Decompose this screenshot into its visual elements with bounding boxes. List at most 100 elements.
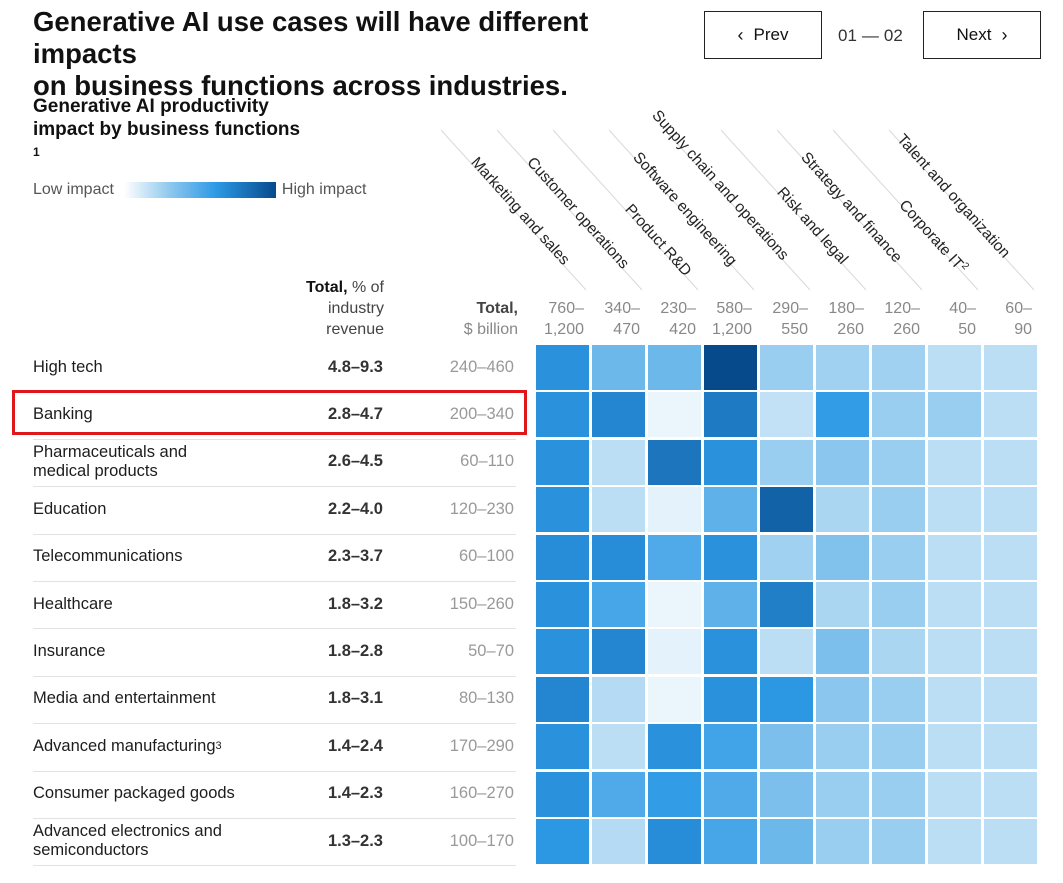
heatmap-cell [592, 676, 645, 722]
heatmap-cell [816, 724, 869, 770]
column-guide-line [552, 129, 699, 291]
heatmap-cell [928, 582, 981, 627]
heatmap-cell [704, 582, 757, 627]
prev-button[interactable]: ‹ Prev [704, 11, 822, 59]
row-total-pct: 1.3–2.3 [327, 831, 383, 850]
row-total-usd: 50–70 [468, 641, 514, 660]
heatmap-cell [536, 676, 589, 722]
header-total-usd: Total, $ billion [400, 298, 518, 340]
heatmap-cell [704, 819, 757, 864]
heatmap-cell [984, 345, 1037, 390]
row-label-text: Healthcare [33, 594, 113, 613]
heatmap-cell [648, 534, 701, 580]
column-range-bottom: 1,200 [711, 321, 752, 338]
heatmap-cell [592, 392, 645, 438]
row-label: Telecommunications [33, 534, 273, 580]
row-divider [33, 818, 516, 819]
column-guide-line [888, 129, 1035, 291]
row-label-text: Consumer packaged goods [33, 784, 235, 803]
row-label-text: Advanced manufacturing [33, 736, 216, 755]
heatmap-cell [760, 819, 813, 864]
column-range: 340– 470 [588, 298, 640, 340]
heatmap-cell [984, 439, 1037, 485]
heatmap-cell [984, 487, 1037, 533]
heatmap-cell [872, 676, 925, 722]
header-total-pct: Total, % of industry revenue [270, 277, 384, 340]
chart-subtitle-footnote: 1 [33, 145, 40, 159]
chevron-left-icon: ‹ [737, 25, 744, 45]
column-guide-line [832, 129, 979, 291]
heatmap-cell [704, 676, 757, 722]
heatmap-cell [816, 629, 869, 675]
heatmap-cell [648, 771, 701, 817]
heatmap-cell [648, 819, 701, 864]
heatmap-cell [760, 582, 813, 627]
heatmap-cell [536, 439, 589, 485]
heatmap-cell [592, 819, 645, 864]
next-button[interactable]: Next › [923, 11, 1041, 59]
heatmap-cell [648, 487, 701, 533]
heatmap-cell [984, 392, 1037, 438]
row-total-usd: 100–170 [449, 831, 514, 850]
column-range: 180– 260 [812, 298, 864, 340]
header-total-usd-bold: Total, [476, 300, 518, 317]
heatmap-cell [536, 724, 589, 770]
row-total-pct: 1.4–2.4 [327, 736, 383, 755]
column-guide-line [440, 129, 587, 291]
heatmap-cell [984, 724, 1037, 770]
heatmap-cell [816, 345, 869, 390]
column-guide-line [776, 129, 923, 291]
chart-subtitle-line2-text: impact by business functions [33, 119, 301, 140]
heatmap-cell [872, 582, 925, 627]
row-total-usd: 80–130 [458, 689, 514, 708]
column-range-top: 40– [949, 300, 976, 317]
heatmap-cell [704, 392, 757, 438]
column-range-bottom: 260 [837, 321, 864, 338]
chart-subtitle-line2: impact by business functions 1 [33, 118, 300, 169]
heatmap-cell [760, 534, 813, 580]
chart-subtitle: Generative AI productivity impact by bus… [33, 95, 300, 169]
heatmap-cell [592, 487, 645, 533]
row-divider [33, 675, 516, 677]
heatmap-cell [648, 345, 701, 390]
heatmap-cell [928, 392, 981, 438]
heatmap-cell [648, 724, 701, 770]
header-total-usd-line2: $ billion [463, 321, 518, 338]
row-total-pct: 2.3–3.7 [327, 547, 383, 566]
header-total-pct-rest: % of [347, 279, 384, 296]
column-range: 40– 50 [924, 298, 976, 340]
row-total-pct: 2.6–4.5 [327, 452, 383, 471]
row-label: Advanced manufacturing 3 [33, 723, 273, 769]
row-label: Pharmaceuticals and medical products [33, 439, 273, 485]
row-total-usd: 200–340 [449, 404, 514, 423]
header-total-pct-line3: revenue [326, 321, 384, 338]
heatmap-cell [760, 724, 813, 770]
column-range-top: 180– [828, 300, 864, 317]
row-divider [33, 533, 516, 535]
heatmap-cell [536, 487, 589, 533]
row-total-usd: 170–290 [449, 736, 514, 755]
row-label: Insurance [33, 628, 273, 674]
heatmap-cell [592, 345, 645, 390]
heatmap-cell [872, 534, 925, 580]
row-label-text: Telecommunications [33, 547, 183, 566]
heatmap-cell [704, 771, 757, 817]
column-range-bottom: 90 [1014, 321, 1032, 338]
column-guide-line [608, 129, 755, 291]
heatmap-cell [704, 534, 757, 580]
heatmap-cell [816, 771, 869, 817]
row-label-text: Advanced electronics and semiconductors [33, 822, 222, 859]
heatmap-cell [704, 724, 757, 770]
heatmap-cell [928, 724, 981, 770]
column-guide-line [496, 129, 643, 291]
chart-subtitle-line1: Generative AI productivity [33, 96, 269, 117]
column-range-bottom: 260 [893, 321, 920, 338]
heatmap-cell [816, 819, 869, 864]
page-title-line2: on business functions across industries. [33, 70, 568, 101]
column-range: 290– 550 [756, 298, 808, 340]
row-total-pct: 2.8–4.7 [327, 404, 383, 423]
row-label-text: High tech [33, 357, 103, 376]
heatmap-cell [984, 582, 1037, 627]
column-range-top: 760– [548, 300, 584, 317]
column-guide-line [664, 129, 811, 291]
